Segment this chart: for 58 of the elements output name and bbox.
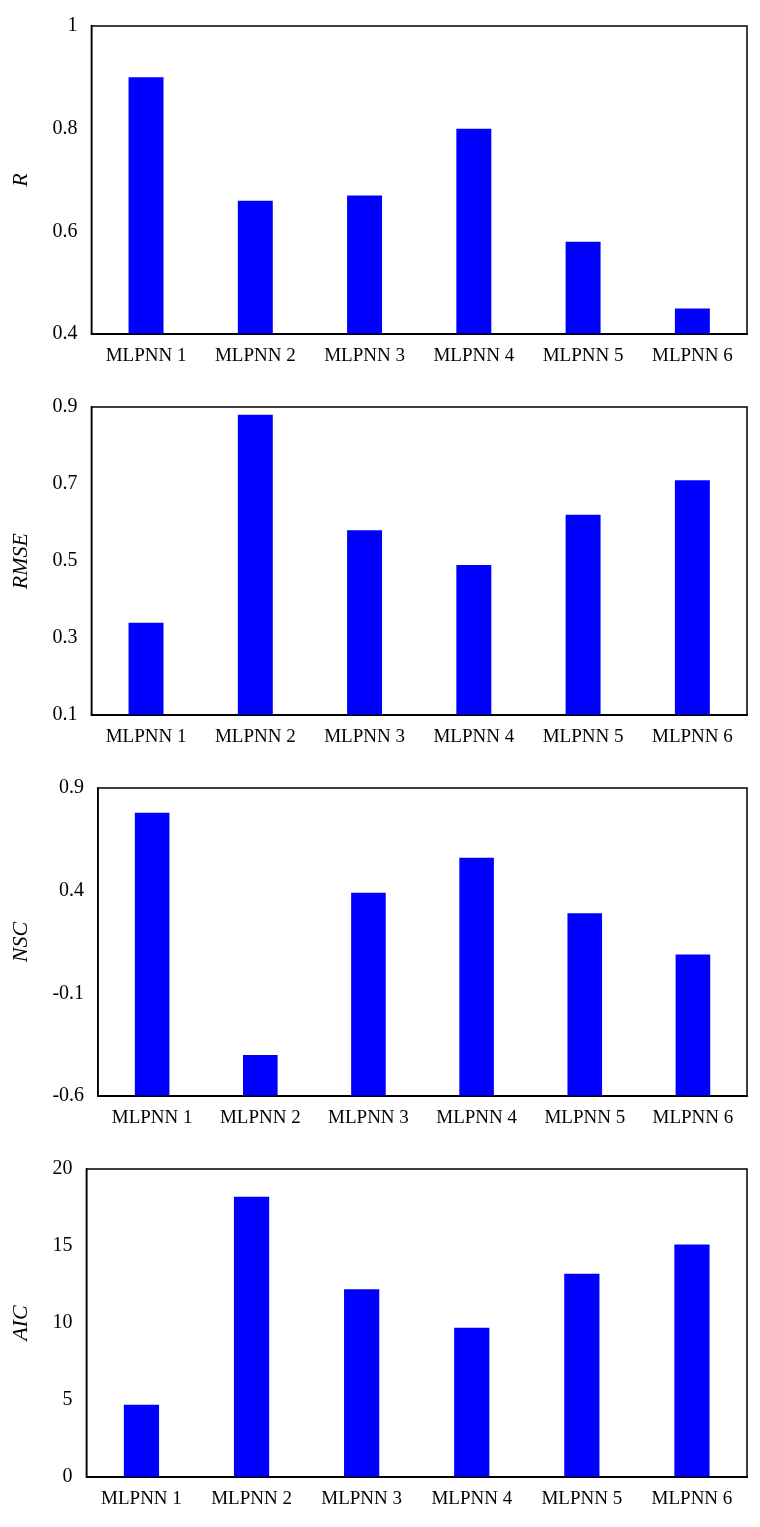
bar <box>134 812 170 1097</box>
y-axis-title: NSC <box>6 921 32 964</box>
x-tick-label: MLPNN 3 <box>324 724 405 746</box>
x-tick-label: MLPNN 4 <box>436 1105 518 1127</box>
y-axis-title: R <box>6 172 32 188</box>
bar <box>344 1289 380 1478</box>
x-tick-label: MLPNN 4 <box>433 724 515 746</box>
y-axis-title: AIC <box>6 1305 32 1343</box>
bar <box>567 913 603 1097</box>
y-tick-label: 0.8 <box>52 115 78 138</box>
y-tick-label: 1 <box>67 13 78 36</box>
x-tick-label: MLPNN 5 <box>541 1486 623 1508</box>
x-tick-label: MLPNN 4 <box>433 343 515 365</box>
y-axis-title: RMSE <box>6 532 32 591</box>
x-tick-label: MLPNN 2 <box>214 343 296 365</box>
y-tick-label: 0.3 <box>52 625 78 648</box>
y-tick-label: 5 <box>62 1387 73 1410</box>
x-tick-label: MLPNN 4 <box>431 1486 513 1508</box>
x-tick-label: MLPNN 5 <box>542 724 624 746</box>
bar <box>675 954 711 1097</box>
y-tick-label: 0.9 <box>52 394 78 417</box>
bar <box>459 857 494 1097</box>
y-tick-label: 10 <box>52 1310 73 1333</box>
y-tick-label: -0.6 <box>52 1083 85 1106</box>
bar <box>564 1273 600 1478</box>
y-tick-label: 0.5 <box>52 548 78 571</box>
y-tick-label: 0.4 <box>59 877 85 900</box>
x-tick-label: MLPNN 3 <box>321 1486 403 1508</box>
y-tick-label: 0 <box>62 1464 73 1487</box>
x-tick-label: MLPNN 5 <box>542 343 624 365</box>
bar <box>674 1244 710 1478</box>
bar <box>123 1404 160 1478</box>
y-tick-label: 15 <box>52 1233 73 1256</box>
bar <box>233 1196 270 1478</box>
x-tick-label: MLPNN 1 <box>105 724 187 746</box>
y-tick-label: -0.1 <box>52 980 85 1003</box>
x-tick-label: MLPNN 6 <box>652 1105 734 1127</box>
bar <box>351 892 386 1097</box>
x-tick-label: MLPNN 6 <box>651 724 733 746</box>
x-tick-label: MLPNN 1 <box>105 343 187 365</box>
y-tick-label: 0.7 <box>52 471 78 494</box>
bar <box>242 1055 278 1097</box>
x-tick-label: MLPNN 5 <box>544 1105 626 1127</box>
x-tick-label: MLPNN 3 <box>328 1105 409 1127</box>
x-tick-label: MLPNN 1 <box>111 1105 193 1127</box>
x-tick-label: MLPNN 2 <box>211 1486 292 1508</box>
y-tick-label: 0.6 <box>52 218 78 241</box>
x-tick-label: MLPNN 3 <box>324 343 405 365</box>
y-tick-label: 0.9 <box>59 775 85 798</box>
x-tick-label: MLPNN 6 <box>651 1486 733 1508</box>
y-tick-label: 20 <box>52 1156 73 1179</box>
x-tick-label: MLPNN 2 <box>214 724 296 746</box>
x-tick-label: MLPNN 1 <box>101 1486 182 1508</box>
x-tick-label: MLPNN 2 <box>219 1105 301 1127</box>
y-tick-label: 0.1 <box>52 702 78 725</box>
x-tick-label: MLPNN 6 <box>651 343 733 365</box>
y-tick-label: 0.4 <box>52 321 78 344</box>
bar <box>454 1327 490 1478</box>
